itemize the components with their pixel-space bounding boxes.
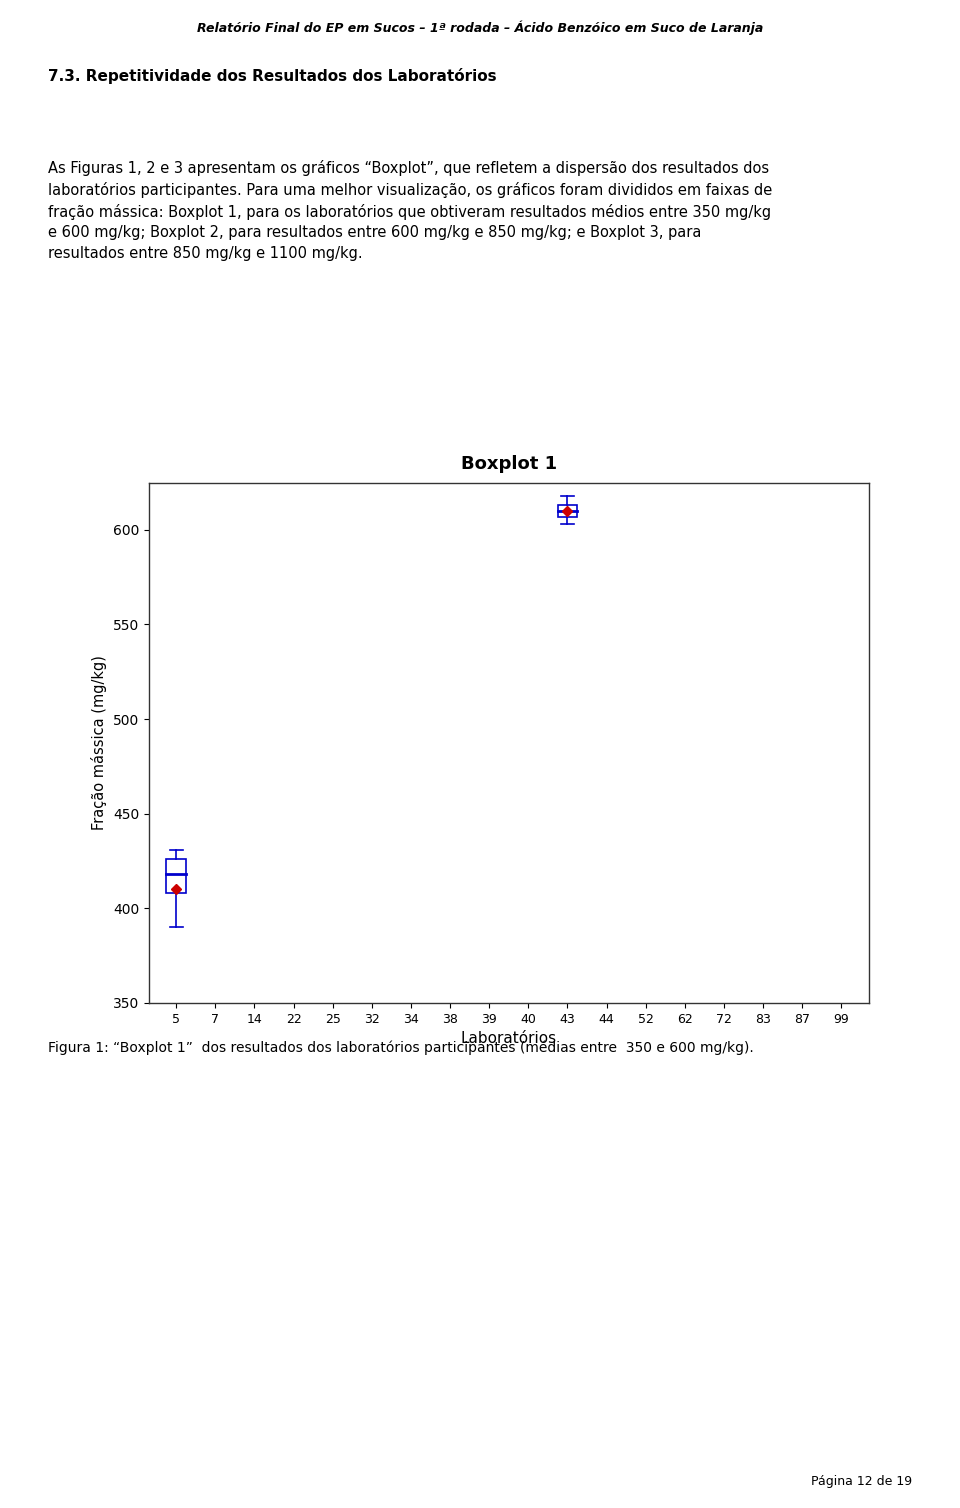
Title: Boxplot 1: Boxplot 1 [461, 455, 557, 472]
X-axis label: Laboratórios: Laboratórios [461, 1031, 557, 1047]
Text: Página 12 de 19: Página 12 de 19 [811, 1475, 912, 1488]
Bar [166, 860, 186, 893]
Y-axis label: Fração mássica (mg/kg): Fração mássica (mg/kg) [91, 656, 108, 829]
Text: 7.3. Repetitividade dos Resultados dos Laboratórios: 7.3. Repetitividade dos Resultados dos L… [48, 68, 496, 84]
Bar [558, 505, 577, 517]
Text: As Figuras 1, 2 e 3 apresentam os gráficos “Boxplot”, que refletem a dispersão d: As Figuras 1, 2 e 3 apresentam os gráfic… [48, 160, 772, 261]
Text: Relatório Final do EP em Sucos – 1ª rodada – Ácido Benzóico em Suco de Laranja: Relatório Final do EP em Sucos – 1ª roda… [197, 21, 763, 35]
Text: Figura 1: “Boxplot 1”  dos resultados dos laboratórios participantes (médias ent: Figura 1: “Boxplot 1” dos resultados dos… [48, 1041, 754, 1056]
